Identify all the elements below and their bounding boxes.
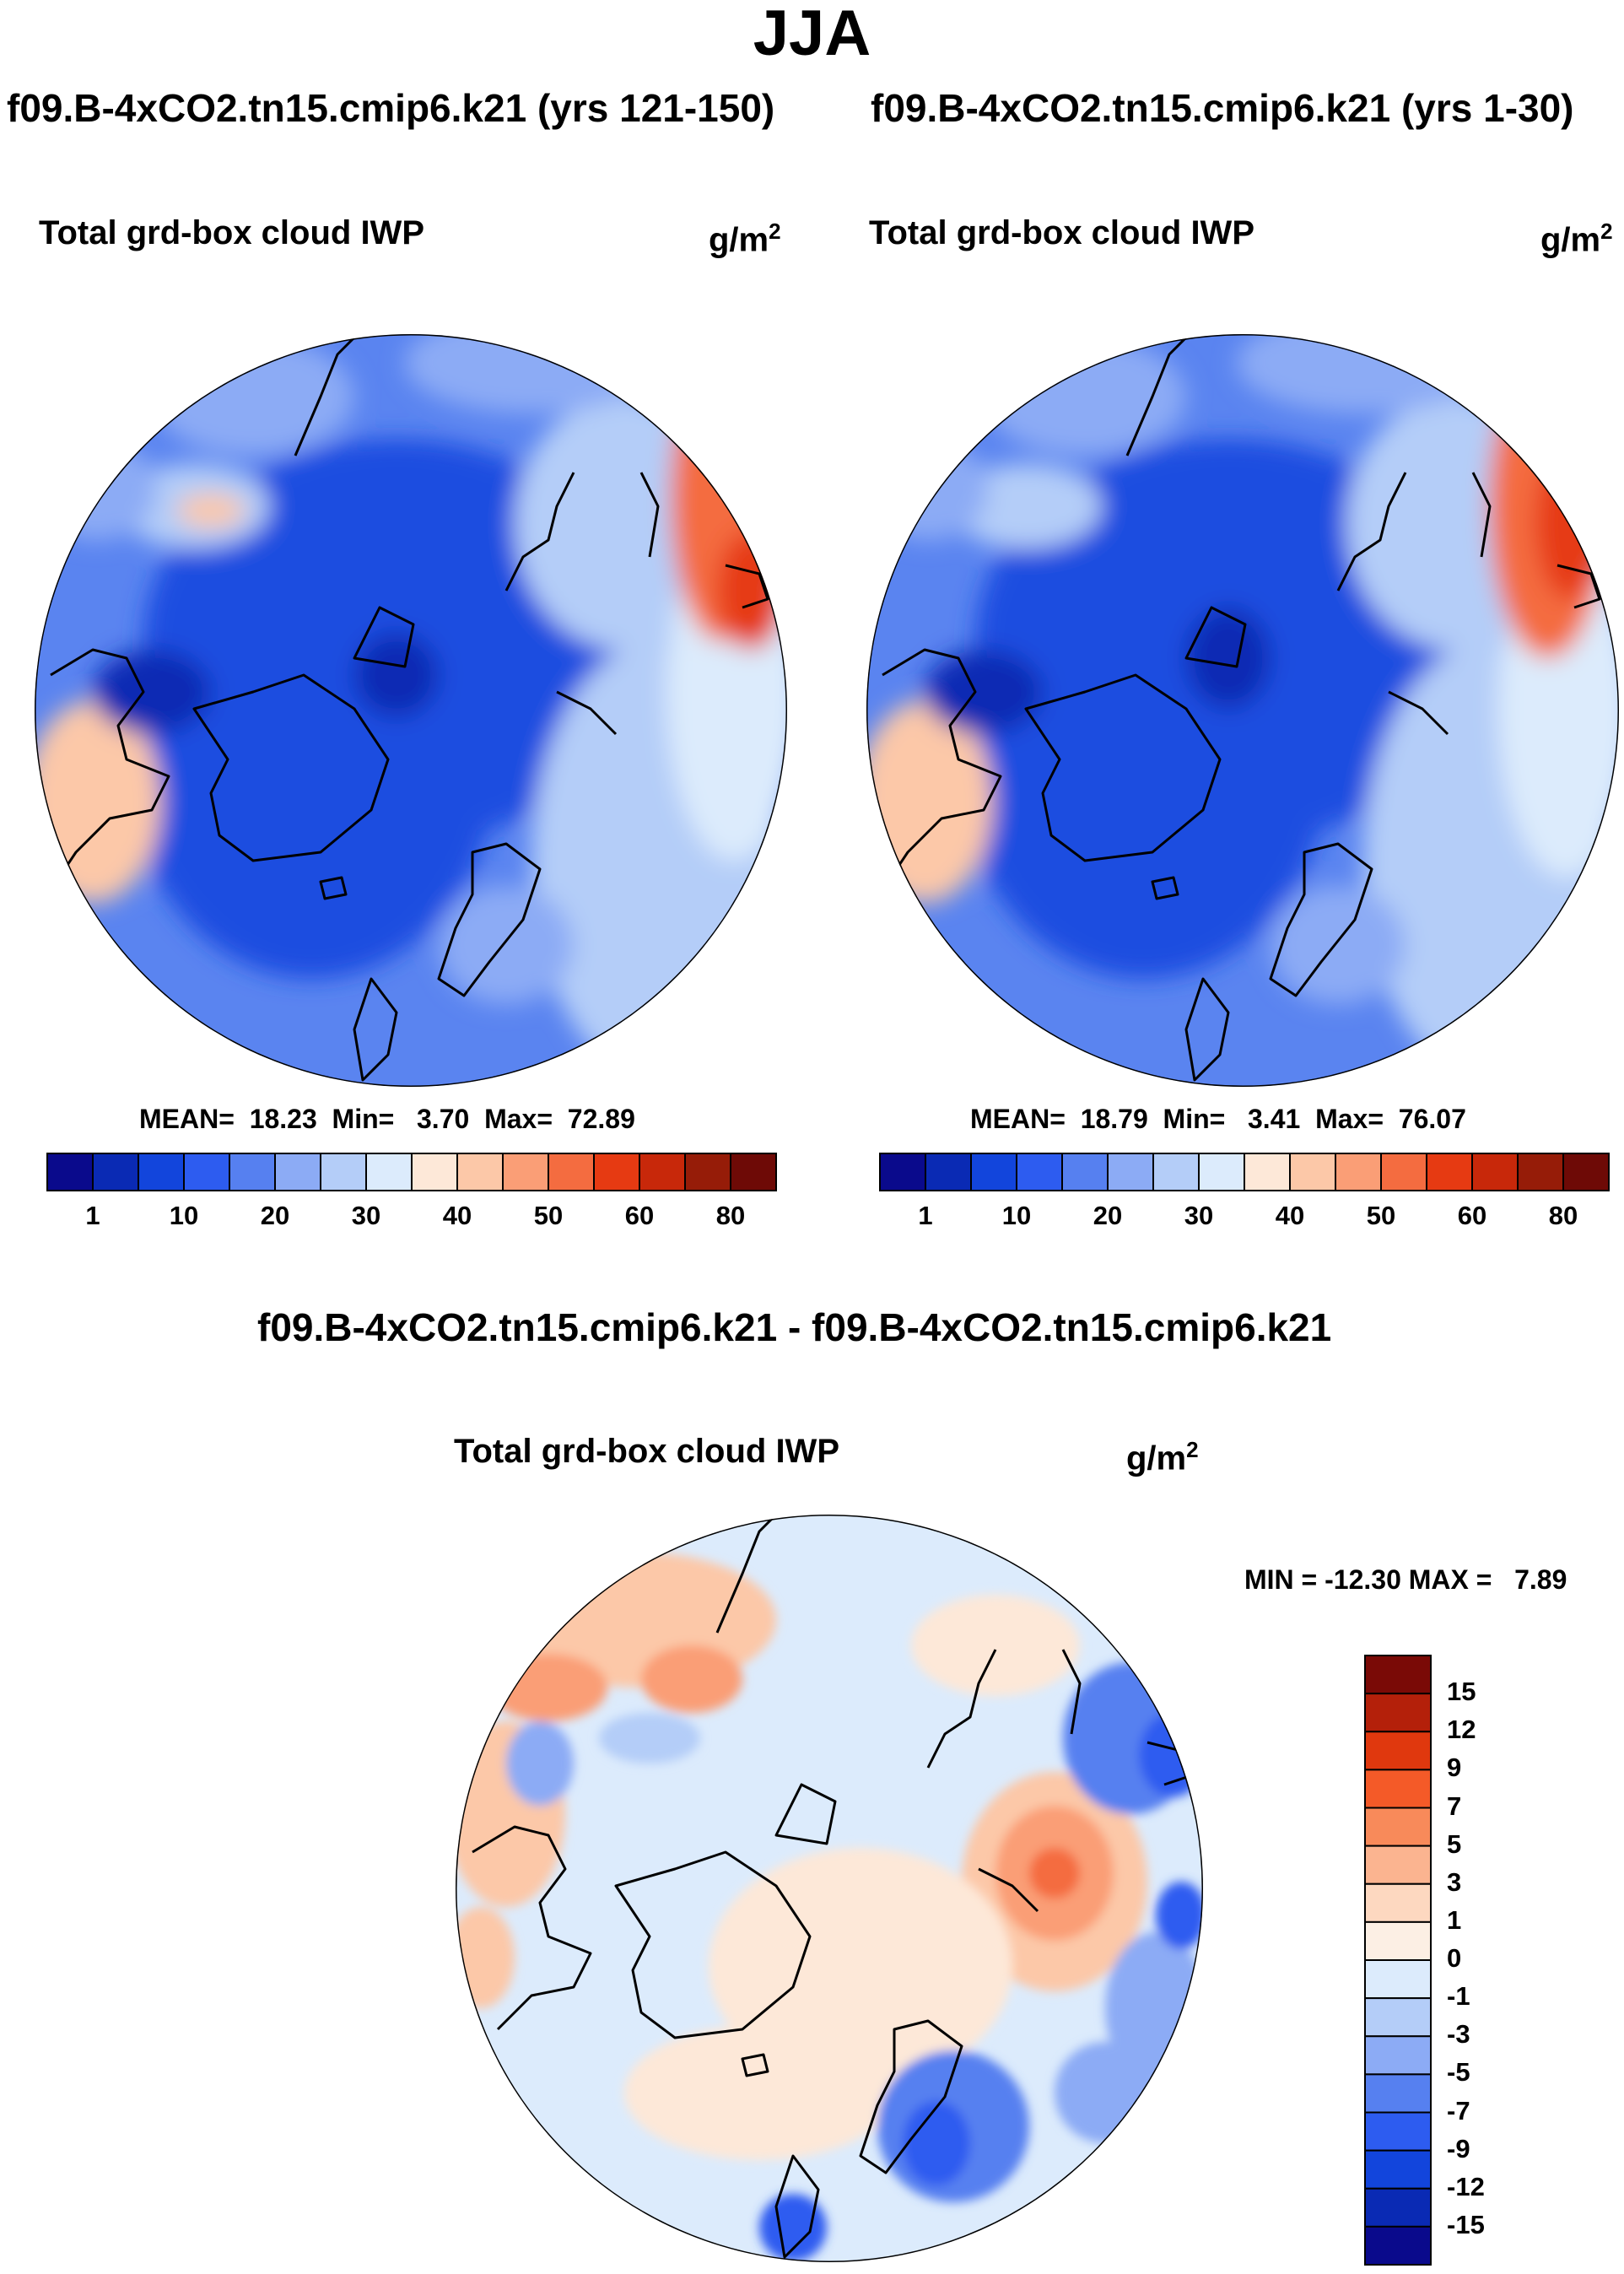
colorbar-swatch — [879, 1153, 926, 1191]
panel2-variable-title: Total grd-box cloud IWP — [869, 214, 1254, 251]
colorbar-tick-label: 10 — [1001, 1201, 1032, 1230]
panel1-variable-title: Total grd-box cloud IWP — [39, 214, 424, 251]
colorbar-swatch — [1335, 1153, 1382, 1191]
colorbar-swatch — [1364, 2035, 1432, 2076]
diff-stats: MIN = -12.30 MAX = 7.89 — [1244, 1564, 1567, 1595]
colorbar-swatch — [548, 1153, 595, 1191]
colorbar-swatch — [1364, 2073, 1432, 2114]
panel1-units: g/m2 — [709, 219, 781, 259]
colorbar-swatch — [1364, 1845, 1432, 1885]
panel2-polar-map — [866, 334, 1619, 1087]
colorbar-swatch — [411, 1153, 458, 1191]
colorbar-swatch — [1364, 2149, 1432, 2190]
colorbar-swatch — [502, 1153, 549, 1191]
colorbar-tick-label: -3 — [1447, 2019, 1470, 2050]
colorbar-swatch — [1364, 1959, 1432, 2000]
colorbar-swatch — [365, 1153, 413, 1191]
colorbar-swatch — [1016, 1153, 1063, 1191]
colorbar-tick-label: 80 — [715, 1201, 746, 1230]
colorbar-swatch — [1107, 1153, 1154, 1191]
colorbar-swatch — [593, 1153, 640, 1191]
colorbar-swatch — [1364, 1882, 1432, 1923]
colorbar-tick-label: -15 — [1447, 2209, 1485, 2239]
diff-variable-title: Total grd-box cloud IWP — [454, 1433, 839, 1470]
colorbar-swatch — [46, 1153, 94, 1191]
colorbar-tick-label: 7 — [1447, 1791, 1462, 1821]
colorbar-swatch — [1471, 1153, 1519, 1191]
colorbar-tick-label: -9 — [1447, 2133, 1470, 2163]
colorbar-swatch — [1152, 1153, 1200, 1191]
colorbar-swatch — [1198, 1153, 1245, 1191]
colorbar-swatch — [1061, 1153, 1109, 1191]
colorbar-swatch — [684, 1153, 731, 1191]
figure-title: JJA — [753, 0, 871, 69]
colorbar-tick-label: 5 — [1447, 1828, 1462, 1859]
colorbar-swatch — [320, 1153, 367, 1191]
panel2-stats: MEAN= 18.79 Min= 3.41 Max= 76.07 — [970, 1104, 1466, 1134]
colorbar-swatch — [970, 1153, 1017, 1191]
colorbar-tick-label: 1 — [85, 1201, 100, 1230]
panel1-stats: MEAN= 18.23 Min= 3.70 Max= 72.89 — [139, 1104, 635, 1134]
panel2-case-title: f09.B-4xCO2.tn15.cmip6.k21 (yrs 1-30) — [871, 86, 1574, 130]
colorbar-swatch — [1244, 1153, 1291, 1191]
panel1-case-title: f09.B-4xCO2.tn15.cmip6.k21 (yrs 121-150) — [7, 86, 775, 130]
colorbar-swatch — [1380, 1153, 1427, 1191]
colorbar-swatch — [639, 1153, 686, 1191]
colorbar-swatch — [1517, 1153, 1564, 1191]
colorbar-swatch — [92, 1153, 139, 1191]
colorbar-swatch — [730, 1153, 777, 1191]
colorbar-swatch — [925, 1153, 972, 1191]
colorbar-swatch — [1364, 1997, 1432, 2038]
colorbar-tick-label: 30 — [351, 1201, 381, 1230]
colorbar-tick-label: 3 — [1447, 1866, 1462, 1897]
colorbar-tick-label: -12 — [1447, 2171, 1485, 2201]
colorbar-tick-label: -7 — [1447, 2095, 1470, 2125]
colorbar-swatch — [1364, 1731, 1432, 1771]
colorbar-swatch — [456, 1153, 504, 1191]
colorbar-tick-label: 60 — [624, 1201, 655, 1230]
colorbar-swatch — [1364, 1920, 1432, 1961]
colorbar-tick-label: 40 — [442, 1201, 472, 1230]
colorbar-swatch — [1364, 1769, 1432, 1809]
colorbar-swatch — [1364, 1655, 1432, 1695]
colorbar-tick-label: 30 — [1184, 1201, 1214, 1230]
colorbar-tick-label: 1 — [1447, 1904, 1462, 1935]
colorbar-swatch — [1364, 1693, 1432, 1733]
panel2-colorbar — [879, 1153, 1610, 1191]
colorbar-tick-label: -5 — [1447, 2057, 1470, 2088]
colorbar-swatch — [274, 1153, 321, 1191]
colorbar-tick-label: -1 — [1447, 1981, 1470, 2012]
diff-case-title: f09.B-4xCO2.tn15.cmip6.k21 - f09.B-4xCO2… — [257, 1305, 1332, 1349]
colorbar-tick-label: 9 — [1447, 1753, 1462, 1783]
panel2-units: g/m2 — [1540, 219, 1613, 259]
colorbar-tick-label: 80 — [1548, 1201, 1578, 1230]
colorbar-tick-label: 12 — [1447, 1715, 1476, 1745]
colorbar-tick-label: 10 — [169, 1201, 199, 1230]
diff-colorbar — [1364, 1655, 1432, 2266]
colorbar-tick-label: 0 — [1447, 1943, 1462, 1973]
colorbar-tick-label: 20 — [260, 1201, 290, 1230]
colorbar-swatch — [1364, 2225, 1432, 2266]
colorbar-swatch — [183, 1153, 230, 1191]
colorbar-swatch — [1289, 1153, 1336, 1191]
colorbar-tick-label: 50 — [1366, 1201, 1396, 1230]
panel1-colorbar — [46, 1153, 777, 1191]
colorbar-tick-label: 60 — [1457, 1201, 1487, 1230]
colorbar-tick-label: 50 — [533, 1201, 564, 1230]
diff-units: g/m2 — [1126, 1437, 1199, 1477]
panel1-polar-map — [35, 334, 787, 1087]
colorbar-tick-label: 1 — [918, 1201, 933, 1230]
colorbar-swatch — [229, 1153, 276, 1191]
diff-polar-map — [456, 1515, 1203, 2262]
colorbar-swatch — [138, 1153, 185, 1191]
colorbar-tick-label: 40 — [1275, 1201, 1305, 1230]
colorbar-swatch — [1364, 2187, 1432, 2228]
colorbar-tick-label: 15 — [1447, 1677, 1476, 1707]
colorbar-tick-label: 20 — [1093, 1201, 1123, 1230]
colorbar-swatch — [1562, 1153, 1610, 1191]
colorbar-swatch — [1364, 2111, 1432, 2152]
colorbar-swatch — [1364, 1807, 1432, 1847]
colorbar-swatch — [1426, 1153, 1473, 1191]
